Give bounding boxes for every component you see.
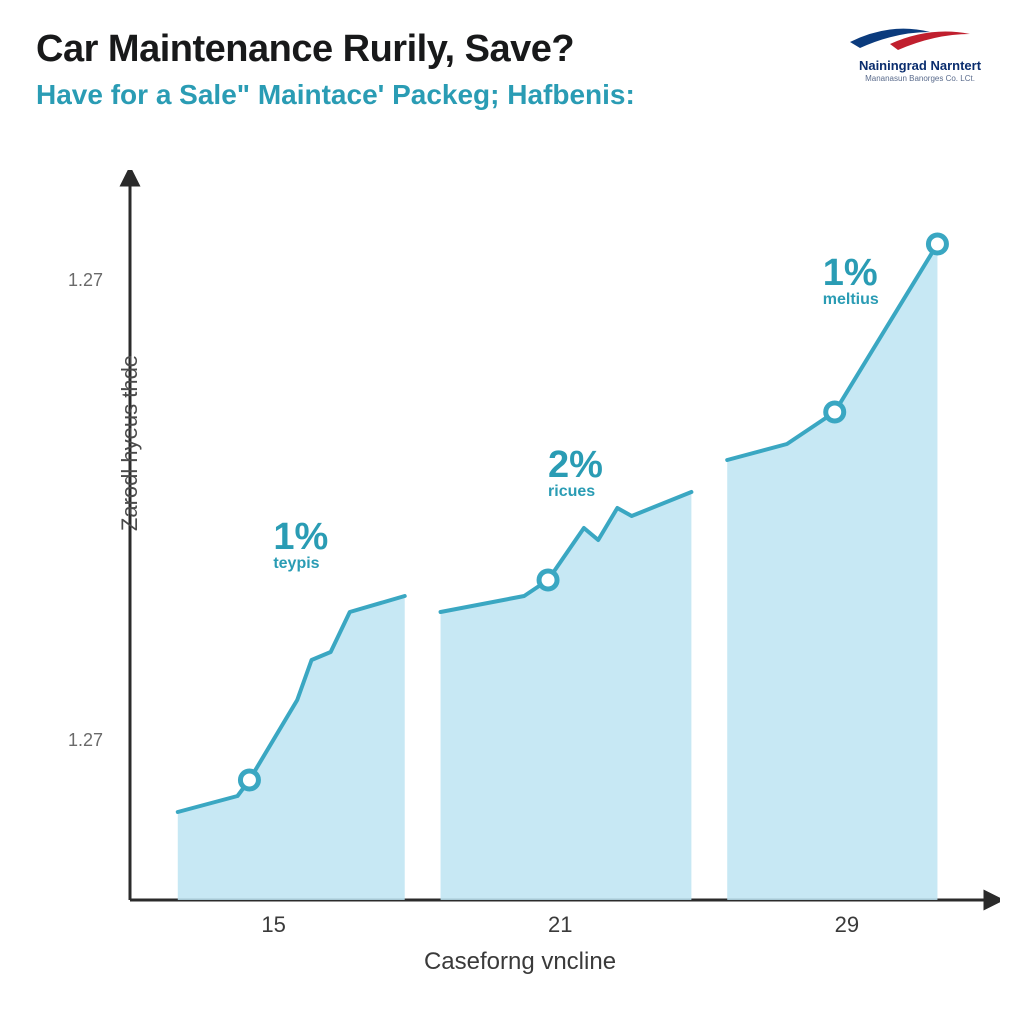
chart-annotation: 1%meltius [823,252,879,309]
chart-area: Zarodl hyeus thde Caseforng vncline 1.27… [40,170,1000,990]
chart-annotation: 2%ricues [548,444,603,501]
wings-icon [840,18,980,54]
y-tick-label: 1.27 [68,270,103,291]
annotation-sub: meltius [823,291,879,309]
x-tick-label: 15 [261,912,285,938]
y-axis-label: Zarodl hyeus thde [117,343,143,543]
chart-annotation: 1%teypis [273,516,328,573]
logo-line-2: Mananasun Banorges Co. LCt. [840,74,1000,83]
annotation-percent: 2% [548,444,603,487]
page-root: Car Maintenance Rurily, Save? Have for a… [0,0,1024,1024]
x-axis-label: Caseforng vncline [40,948,1000,976]
page-subtitle: Have for a Sale" Maintace' Packeg; Hafbe… [36,79,988,111]
logo-line-1: Nainingrad Narntert [840,58,1000,73]
annotation-percent: 1% [823,252,879,295]
annotation-sub: ricues [548,483,603,501]
annotation-percent: 1% [273,516,328,559]
brand-logo: Nainingrad Narntert Mananasun Banorges C… [840,18,1000,83]
x-tick-label: 29 [835,912,859,938]
x-tick-label: 21 [548,912,572,938]
y-tick-label: 1.27 [68,730,103,751]
